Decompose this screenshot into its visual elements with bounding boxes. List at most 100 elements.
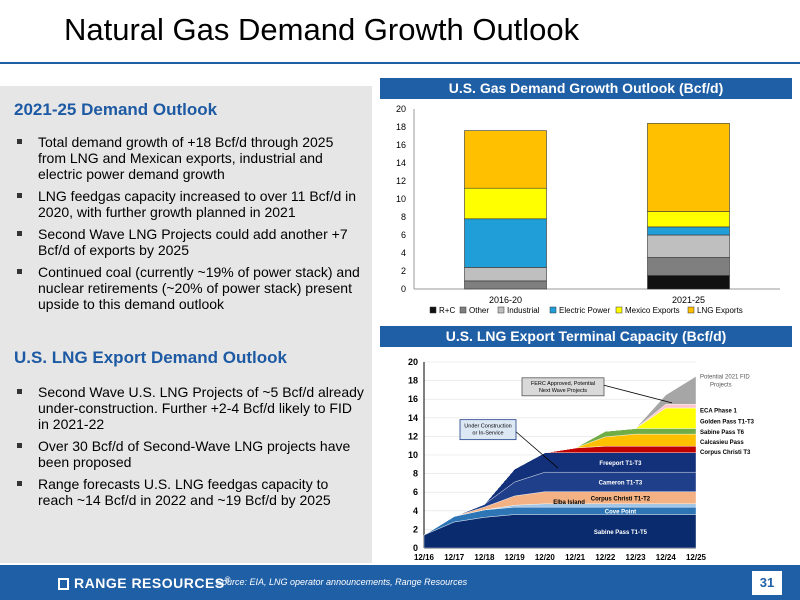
bar-segment [647,211,730,228]
bar-segment [464,130,547,189]
area-label-line1: Potential 2021 FID [700,375,750,381]
x-tick-label: 12/24 [656,553,677,562]
y-tick-label: 18 [396,122,406,132]
area-label: Calcasieu Pass [700,440,744,446]
annotation-arrow [603,384,673,404]
legend-swatch [497,306,505,314]
area-label-line2: Projects [710,383,732,389]
page-number: 31 [752,571,782,595]
legend-swatch [687,306,695,314]
y-tick-label: 0 [413,543,418,553]
page-title: Natural Gas Demand Growth Outlook [64,12,580,47]
lng-capacity-chart: 0 2 4 6 8 10 12 14 16 18 20 Sabine Pass T1-T5 Cove P… [408,357,755,562]
bullet-item: Continued coal (currently ~19% of power … [14,264,364,312]
y-tick-label: 12 [408,431,418,441]
area-label: Corpus Christi T1-T2 [591,496,651,502]
y-tick-label: 2 [413,524,418,534]
y-tick-label: 20 [396,104,406,114]
company-logo: RANGE RESOURCES® [58,575,231,591]
bullet-item: Total demand growth of +18 Bcf/d through… [14,134,364,182]
legend-swatch [429,306,437,314]
annotation-box [459,419,517,441]
x-tick-label: 12/18 [474,553,495,562]
section-heading-lng-outlook: U.S. LNG Export Demand Outlook [14,348,287,367]
legend-label: R+C [439,306,455,315]
bar-segment [464,218,547,268]
legend-label: Other [469,306,489,315]
y-tick-label: 8 [413,469,418,479]
area-series [423,376,697,536]
bullet-item: Range forecasts U.S. LNG feedgas capacit… [14,476,364,508]
y-tick-label: 6 [413,487,418,497]
area-label: Sabine Pass T1-T5 [594,530,648,536]
y-tick-label: 0 [401,284,406,294]
x-tick-label: 12/19 [505,553,526,562]
bar-segment [647,275,730,290]
bar-segment [647,257,730,276]
x-tick-label: 12/22 [595,553,616,562]
logo-text: RANGE RESOURCES [74,575,225,591]
area-label: Freeport T1-T3 [599,461,642,467]
annotation-arrow [515,431,559,469]
x-tick-label: 12/20 [535,553,556,562]
bar-segment [647,234,730,258]
bar-segment [647,226,730,236]
x-tick-label: 2021-25 [672,295,705,305]
area-label: Cove Point [605,509,636,515]
annotation-text-line1: FERC Approved, Potential [531,381,595,387]
legend-label: Industrial [507,306,540,315]
lng-chart-title: U.S. LNG Export Terminal Capacity (Bcf/d… [380,326,792,347]
y-tick-label: 8 [401,212,406,222]
bar-segment [464,187,547,220]
area-label: Sabine Pass T6 [700,430,745,436]
legend-swatch [459,306,467,314]
x-tick-label: 12/17 [444,553,465,562]
logo-mark-icon [58,578,69,590]
left-text-panel: 2021-25 Demand Outlook Total demand grow… [0,86,372,563]
area-label: Golden Pass T1-T3 [700,420,755,426]
bullet-item: LNG feedgas capacity increased to over 1… [14,188,364,220]
legend-swatch [615,306,623,314]
footer-bar: RANGE RESOURCES® Source: EIA, LNG operat… [0,565,800,600]
y-tick-label: 16 [408,394,418,404]
x-tick-label: 12/25 [686,553,707,562]
x-tick-label: 12/21 [565,553,586,562]
annotation-text-line2: Next Wave Projects [539,388,587,394]
annotation-text-line2: or In-Service [472,431,503,437]
annotation-text-line1: Under Construction [464,424,511,430]
source-note: Source: EIA, LNG operator announcements,… [216,577,468,587]
y-tick-label: 14 [408,413,418,423]
area-label: Cameron T1-T3 [599,480,643,486]
x-tick-label: 2016-20 [489,295,522,305]
x-tick-label: 12/16 [414,553,435,562]
bullet-item: Over 30 Bcf/d of Second-Wave LNG project… [14,438,364,470]
bullet-item: Second Wave U.S. LNG Projects of ~5 Bcf/… [14,384,364,432]
demand-growth-chart: 0 2 4 6 8 10 12 14 16 18 20 2016-20 2021-25 R+C Other I… [396,104,780,315]
y-tick-label: 10 [396,194,406,204]
x-tick-label: 12/23 [626,553,647,562]
legend-label: LNG Exports [697,306,743,315]
area-label: Elba Island [553,500,585,506]
y-tick-label: 4 [401,248,406,258]
annotation-box [521,377,605,397]
demand-outlook-bullets: Total demand growth of +18 Bcf/d through… [14,134,364,318]
bar-segment [464,280,547,290]
y-tick-label: 10 [408,450,418,460]
legend-label: Mexico Exports [625,306,680,315]
title-divider [0,62,800,64]
section-heading-demand-outlook: 2021-25 Demand Outlook [14,100,218,119]
bar-segment [464,267,547,282]
legend-swatch [549,306,557,314]
y-tick-label: 18 [408,376,418,386]
y-tick-label: 12 [396,176,406,186]
y-tick-label: 14 [396,158,406,168]
y-tick-label: 4 [413,506,418,516]
legend-label: Electric Power [559,306,610,315]
area-label: ECA Phase 1 [700,408,737,414]
registered-mark: ® [224,575,232,585]
area-label: Corpus Christi T3 [700,450,751,456]
lng-outlook-bullets: Second Wave U.S. LNG Projects of ~5 Bcf/… [14,384,364,514]
demand-chart-title: U.S. Gas Demand Growth Outlook (Bcf/d) [380,78,792,99]
y-tick-label: 2 [401,266,406,276]
y-tick-label: 6 [401,230,406,240]
